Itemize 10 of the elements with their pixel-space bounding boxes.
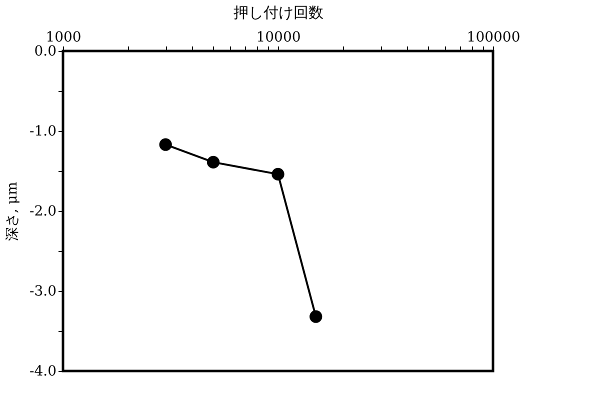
- y-tick-label: 0.0: [34, 44, 56, 60]
- y-tick-label: -3.0: [30, 284, 56, 300]
- x-tick-label: 100000: [466, 30, 520, 46]
- x-axis-title: 押し付け回数: [234, 4, 324, 22]
- y-tick-label: -2.0: [30, 204, 56, 220]
- x-tick-label: 10000: [256, 30, 301, 46]
- y-axis-title: 深さ, μm: [4, 182, 21, 242]
- y-tick-label: -1.0: [30, 124, 56, 140]
- x-tick-label: 1000: [46, 30, 82, 46]
- y-tick-label: -4.0: [30, 364, 56, 380]
